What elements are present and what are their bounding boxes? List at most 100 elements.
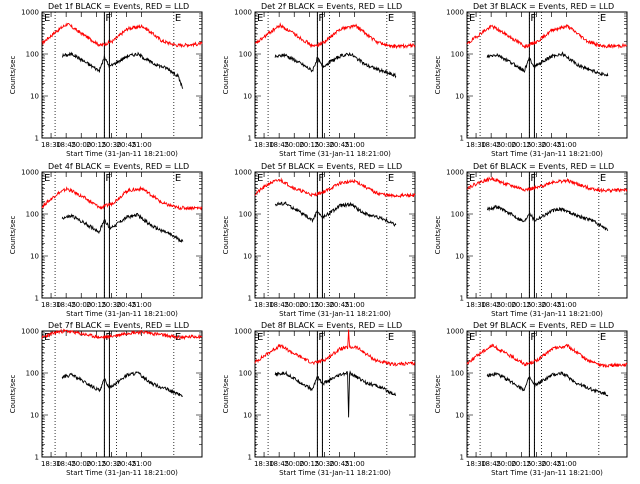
y-axis-label: Counts/sec: [9, 56, 17, 95]
x-tick-label: 20:30: [314, 460, 334, 468]
plot-frame: [466, 171, 628, 299]
events-series-line: [61, 212, 184, 244]
plot-frame: [466, 11, 628, 139]
y-tick-label: 1000: [446, 9, 464, 17]
x-axis-label: Start Time (31-Jan-11 18:21:00): [491, 469, 603, 477]
x-tick-label: 20:15: [299, 141, 319, 149]
x-tick-label: 20:00: [496, 301, 516, 309]
x-tick-label: 20:15: [299, 301, 319, 309]
marker-label: E: [600, 13, 606, 24]
marker-label: F: [105, 173, 111, 184]
plot-frame: [41, 330, 203, 458]
y-tick-label: 1: [460, 295, 464, 303]
x-tick-label: 20:45: [329, 301, 349, 309]
x-tick-label: 20:00: [496, 460, 516, 468]
x-tick-label: 18:45: [269, 301, 289, 309]
x-tick-label: 21:00: [132, 460, 152, 468]
y-axis-label: Counts/sec: [434, 216, 442, 255]
y-tick-label: 1000: [234, 9, 252, 17]
marker-label: E: [257, 173, 263, 184]
y-axis-label: Counts/sec: [222, 216, 230, 255]
x-tick-label: 20:15: [511, 141, 531, 149]
marker-label: E: [600, 332, 606, 343]
y-tick-label: 10: [30, 93, 39, 101]
lld-series-line: [254, 329, 416, 367]
panel-title: Det 1f BLACK = Events, RED = LLD: [48, 2, 189, 11]
panel-3: Det 3f BLACK = Events, RED = LLD 1 10 100 10…: [434, 2, 628, 158]
y-tick-label: 10: [455, 93, 464, 101]
events-series-line: [486, 204, 609, 231]
y-tick-label: 1: [248, 135, 252, 143]
x-tick-label: 20:15: [511, 460, 531, 468]
y-tick-label: 1000: [21, 328, 39, 336]
x-tick-label: 18:45: [56, 141, 76, 149]
flare-interval-box: [103, 171, 110, 299]
x-tick-label: 20:00: [71, 141, 91, 149]
y-tick-label: 10: [30, 412, 39, 420]
x-tick-label: 18:30: [41, 141, 61, 149]
x-tick-label: 21:00: [345, 460, 365, 468]
x-axis-label: Start Time (31-Jan-11 18:21:00): [491, 150, 603, 158]
y-tick-label: 10: [455, 253, 464, 261]
y-tick-label: 1: [35, 454, 39, 462]
y-axis-label: Counts/sec: [9, 216, 17, 255]
marker-label: E: [469, 13, 475, 24]
marker-label: F: [530, 332, 536, 343]
marker-label: E: [44, 332, 50, 343]
y-tick-label: 1000: [21, 169, 39, 177]
x-tick-label: 18:30: [466, 141, 486, 149]
panel-title: Det 4f BLACK = Events, RED = LLD: [48, 162, 189, 171]
x-tick-label: 21:00: [132, 141, 152, 149]
y-tick-label: 1: [248, 454, 252, 462]
x-tick-label: 20:00: [71, 301, 91, 309]
flare-interval-box: [528, 330, 535, 458]
x-axis-label: Start Time (31-Jan-11 18:21:00): [279, 150, 391, 158]
y-tick-label: 10: [243, 412, 252, 420]
x-tick-label: 18:45: [481, 301, 501, 309]
panel-title: Det 3f BLACK = Events, RED = LLD: [473, 2, 614, 11]
events-series-line: [274, 370, 397, 418]
y-tick-label: 100: [26, 211, 39, 219]
x-tick-label: 18:30: [41, 301, 61, 309]
x-tick-label: 20:30: [526, 141, 546, 149]
flare-interval-box: [103, 11, 110, 139]
panel-6: Det 6f BLACK = Events, RED = LLD 1 10 100 10…: [434, 162, 628, 318]
x-tick-label: 20:30: [101, 460, 121, 468]
y-tick-label: 10: [243, 93, 252, 101]
lld-series-line: [466, 343, 628, 369]
marker-label: E: [175, 173, 181, 184]
y-tick-label: 1: [35, 135, 39, 143]
events-series-line: [486, 371, 609, 397]
x-tick-label: 20:00: [284, 141, 304, 149]
y-tick-label: 100: [451, 211, 464, 219]
y-tick-label: 1000: [21, 9, 39, 17]
x-tick-label: 20:45: [541, 301, 561, 309]
x-axis-label: Start Time (31-Jan-11 18:21:00): [279, 310, 391, 318]
plot-frame: [254, 11, 416, 139]
x-tick-label: 18:45: [269, 141, 289, 149]
x-tick-label: 20:30: [526, 460, 546, 468]
plot-frame: [254, 171, 416, 299]
marker-label: F: [318, 173, 324, 184]
panel-9: Det 9f BLACK = Events, RED = LLD 1 10 100 10…: [434, 321, 628, 477]
panel-title: Det 7f BLACK = Events, RED = LLD: [48, 321, 189, 330]
marker-label: F: [318, 332, 324, 343]
marker-label: E: [469, 332, 475, 343]
x-tick-label: 21:00: [345, 301, 365, 309]
y-axis-label: Counts/sec: [9, 375, 17, 414]
x-tick-label: 18:30: [254, 141, 274, 149]
flare-interval-box: [316, 330, 323, 458]
y-tick-label: 100: [451, 51, 464, 59]
panel-7: Det 7f BLACK = Events, RED = LLD 1 10 100 10…: [9, 321, 203, 477]
y-tick-label: 10: [30, 253, 39, 261]
x-tick-label: 21:00: [557, 460, 577, 468]
x-tick-label: 20:30: [526, 301, 546, 309]
marker-label: E: [257, 332, 263, 343]
x-tick-label: 20:45: [116, 460, 136, 468]
x-tick-label: 18:30: [41, 460, 61, 468]
y-axis-label: Counts/sec: [222, 56, 230, 95]
x-tick-label: 20:45: [541, 460, 561, 468]
x-tick-label: 21:00: [345, 141, 365, 149]
x-tick-label: 21:00: [557, 301, 577, 309]
y-tick-label: 10: [243, 253, 252, 261]
